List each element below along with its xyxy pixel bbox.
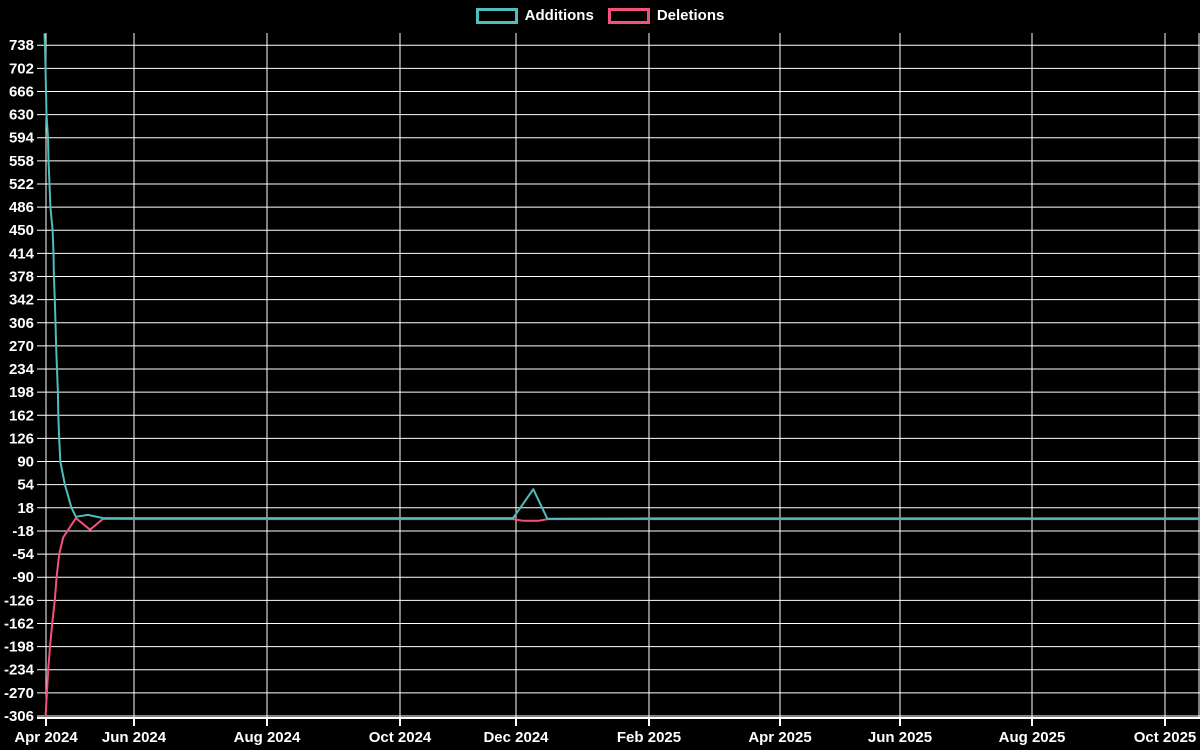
y-axis-tick-label: -270 [4, 685, 34, 702]
y-axis-tick-label: 594 [9, 130, 35, 147]
y-axis-tick-label: -90 [12, 569, 34, 586]
axis-tick-labels: 738 702 666 630 594 558 522 486 450 414 378 342 306 2… [4, 37, 1196, 746]
y-axis-tick-label: 450 [9, 222, 34, 239]
y-axis-tick-label: -306 [4, 708, 34, 725]
x-axis-tick-label: Dec 2024 [483, 729, 549, 746]
y-axis-tick-label: 666 [9, 83, 34, 100]
y-axis-tick-label: 414 [9, 245, 35, 262]
x-axis-tick-label: Aug 2025 [999, 729, 1066, 746]
y-axis-tick-label: 522 [9, 176, 34, 193]
series-line-additions [43, 33, 1200, 520]
y-axis-tick-label: 342 [9, 292, 34, 309]
y-axis-tick-label: 234 [9, 361, 35, 378]
x-axis-tick-label: Oct 2025 [1134, 729, 1197, 746]
legend-item-additions[interactable]: Additions [475, 7, 594, 24]
additions-swatch-icon [475, 8, 518, 24]
deletions-swatch-icon [607, 8, 650, 24]
x-axis-tick-label: Oct 2024 [369, 729, 432, 746]
y-axis-tick-label: 486 [9, 199, 34, 216]
y-axis-tick-label: -18 [12, 523, 34, 540]
x-axis-tick-label: Aug 2024 [234, 729, 301, 746]
x-axis-tick-label: Apr 2024 [14, 729, 78, 746]
y-axis-tick-label: 126 [9, 430, 34, 447]
y-axis-tick-label: 54 [17, 477, 34, 494]
y-axis-tick-label: -234 [4, 662, 35, 679]
x-axis-tick-label: Apr 2025 [748, 729, 811, 746]
y-axis-tick-label: -198 [4, 639, 34, 656]
legend-label-deletions: Deletions [656, 7, 725, 24]
y-axis-tick-label: 18 [17, 500, 34, 517]
y-axis-tick-label: -126 [4, 592, 34, 609]
x-axis-tick-label: Feb 2025 [617, 729, 681, 746]
y-axis-tick-label: 378 [9, 269, 34, 286]
y-axis-tick-label: 630 [9, 107, 34, 124]
y-axis-tick-label: 90 [17, 454, 34, 471]
series-line-deletions [44, 517, 1200, 717]
grid-lines [37, 33, 1200, 726]
y-axis-tick-label: 306 [9, 315, 34, 332]
y-axis-tick-label: 198 [9, 384, 34, 401]
y-axis-tick-label: 558 [9, 153, 34, 170]
legend-item-deletions[interactable]: Deletions [607, 7, 725, 24]
y-axis-tick-label: 702 [9, 60, 34, 77]
y-axis-tick-label: 270 [9, 338, 34, 355]
x-axis-tick-label: Jun 2024 [102, 729, 167, 746]
chart-legend: Additions Deletions [0, 8, 1200, 24]
y-axis-tick-label: -162 [4, 615, 34, 632]
y-axis-tick-label: -54 [12, 546, 34, 563]
y-axis-tick-label: 162 [9, 407, 34, 424]
y-axis-tick-label: 738 [9, 37, 34, 54]
legend-label-additions: Additions [524, 7, 594, 24]
x-axis-tick-label: Jun 2025 [868, 729, 932, 746]
